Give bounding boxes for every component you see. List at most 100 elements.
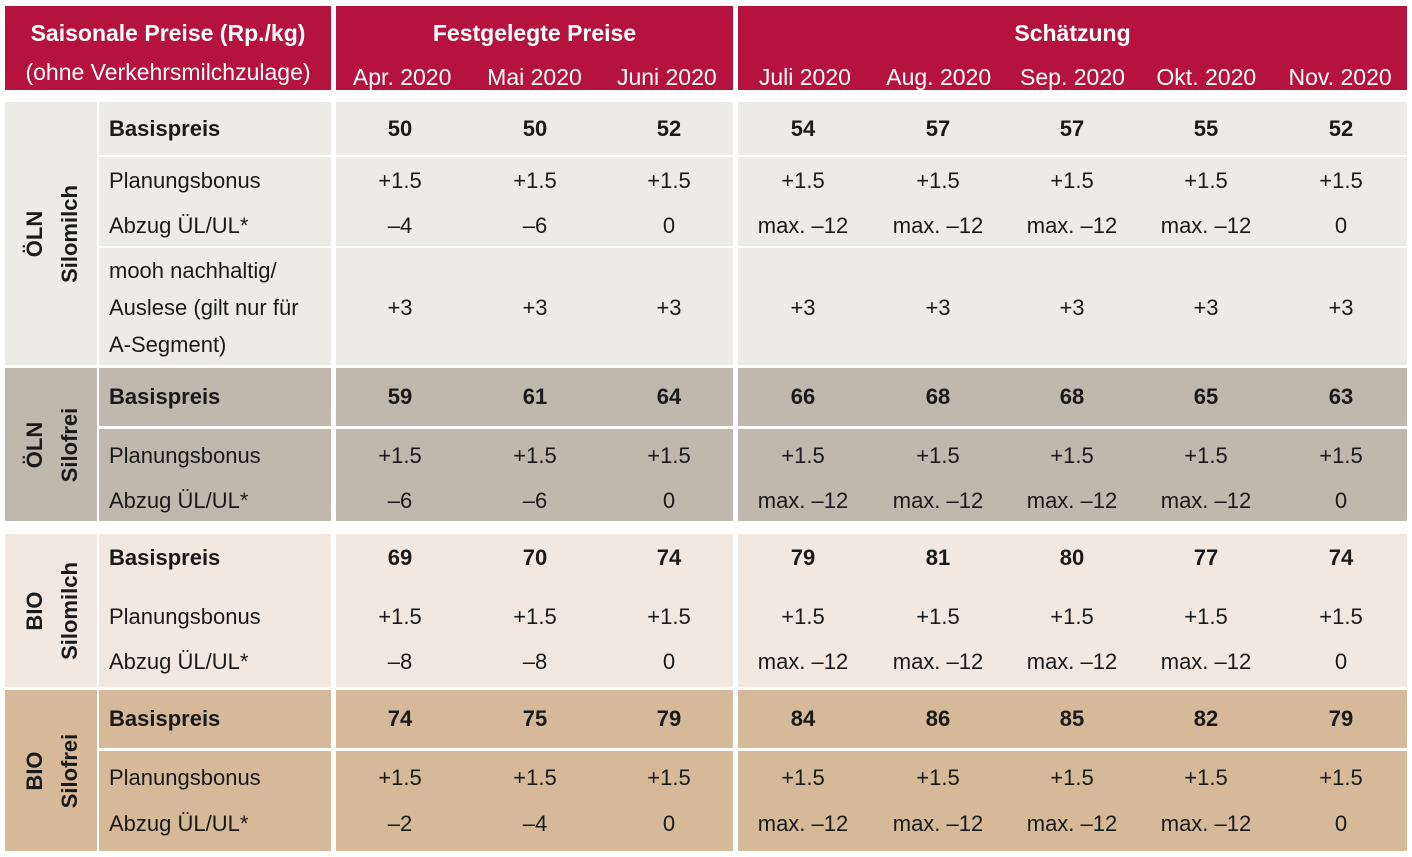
month-header: Apr. 2020: [352, 64, 452, 90]
price-value: +1.5: [1319, 443, 1363, 468]
price-value: max. –12: [1026, 488, 1118, 513]
row-fixed-cell: [336, 429, 733, 521]
section-label-secondary: Silofrei: [57, 407, 82, 482]
price-value: 75: [522, 706, 548, 731]
price-value: +1.5: [647, 443, 691, 468]
price-value: 0: [1334, 488, 1348, 513]
row-label-cell: [99, 429, 331, 521]
price-value: 70: [522, 545, 548, 570]
row-label: Planungsbonus: [109, 604, 261, 629]
row-label-cell: [99, 157, 331, 246]
price-value: +1.5: [378, 604, 422, 629]
months-estimate: Juli 2020 Aug. 2020 Sep. 2020 Okt. 2020 …: [738, 64, 1407, 91]
price-value: +3: [1193, 295, 1219, 320]
price-value: 65: [1193, 384, 1219, 409]
price-value: 50: [387, 116, 413, 141]
price-value: –4: [522, 811, 548, 836]
price-value: 57: [925, 116, 951, 141]
row-estimate-cell: [738, 534, 1407, 687]
price-value: 59: [387, 384, 413, 409]
header-title-line2: (ohne Verkehrsmilchzulage): [25, 59, 311, 85]
price-value: +1.5: [781, 604, 825, 629]
price-value: 64: [656, 384, 682, 409]
row-label: Abzug ÜL/UL*: [109, 488, 249, 513]
header-title-line1: Saisonale Preise (Rp./kg): [30, 20, 306, 46]
row-estimate-cell: [738, 751, 1407, 851]
price-value: +1.5: [378, 168, 422, 193]
price-value: 74: [1328, 545, 1354, 570]
price-value: +3: [656, 295, 682, 320]
row-label: Abzug ÜL/UL*: [109, 811, 249, 836]
price-value: 61: [522, 384, 548, 409]
row-estimate-cell: [738, 157, 1407, 246]
price-value: +3: [790, 295, 816, 320]
price-value: +1.5: [513, 168, 557, 193]
price-value: –2: [387, 811, 413, 836]
price-value: max. –12: [757, 488, 849, 513]
price-value: max. –12: [1160, 811, 1252, 836]
row-fixed-cell: [336, 368, 733, 426]
price-value: +1.5: [781, 168, 825, 193]
price-value: 0: [662, 488, 676, 513]
months-fixed: Apr. 2020 Mai 2020 Juni 2020: [336, 64, 733, 91]
price-value: –6: [522, 213, 548, 238]
month-header: Sep. 2020: [1020, 64, 1125, 90]
price-value: max. –12: [892, 213, 984, 238]
price-value: max. –12: [1026, 649, 1118, 674]
price-value: max. –12: [1160, 649, 1252, 674]
price-value: +1.5: [916, 604, 960, 629]
price-value: 74: [656, 545, 682, 570]
row-estimate-cell: [738, 429, 1407, 521]
price-value: 0: [1334, 649, 1348, 674]
price-value: +3: [1059, 295, 1085, 320]
price-value: 57: [1059, 116, 1085, 141]
row-estimate-cell: [738, 248, 1407, 365]
row-label-cell: [99, 751, 331, 851]
group-fixed-title: Festgelegte Preise: [432, 20, 637, 46]
section-label-primary: BIO: [22, 590, 47, 631]
price-value: 52: [1328, 116, 1354, 141]
row-label-cell: [99, 690, 331, 748]
month-header: Nov. 2020: [1288, 64, 1392, 90]
price-value: 79: [1328, 706, 1354, 731]
month-header: Juli 2020: [758, 64, 851, 90]
row-estimate-cell: [738, 690, 1407, 748]
price-value: –6: [522, 488, 548, 513]
price-value: +1.5: [1184, 765, 1228, 790]
price-value: 79: [790, 545, 816, 570]
row-label: Abzug ÜL/UL*: [109, 649, 249, 674]
price-value: max. –12: [892, 811, 984, 836]
price-value: 82: [1193, 706, 1219, 731]
price-value: +1.5: [781, 765, 825, 790]
price-value: 68: [925, 384, 951, 409]
price-value: 79: [656, 706, 682, 731]
group-estimate-title: Schätzung: [1014, 20, 1131, 46]
row-label-cell: [99, 534, 331, 687]
price-value: 68: [1059, 384, 1085, 409]
row-label-basispreis: Basispreis: [109, 116, 221, 141]
price-value: max. –12: [757, 811, 849, 836]
price-value: 54: [790, 116, 816, 141]
price-value: –4: [387, 213, 413, 238]
price-value: +1.5: [1050, 604, 1094, 629]
price-value: 77: [1193, 545, 1219, 570]
section-label-secondary: Silomilch: [57, 561, 82, 660]
row-label-line: A-Segment): [109, 332, 227, 357]
row-estimate-cell: [738, 368, 1407, 426]
price-value: +1.5: [1319, 168, 1363, 193]
price-value: 63: [1328, 384, 1354, 409]
price-value: –8: [387, 649, 413, 674]
row-label: Planungsbonus: [109, 443, 261, 468]
price-value: +1.5: [781, 443, 825, 468]
price-value: 52: [656, 116, 682, 141]
price-value: 0: [662, 213, 676, 238]
section-label-cell: [5, 534, 97, 687]
price-value: +3: [1328, 295, 1354, 320]
price-value: 0: [1334, 213, 1348, 238]
price-value: +1.5: [1050, 443, 1094, 468]
row-fixed-cell: [336, 157, 733, 246]
price-value: +1.5: [1319, 604, 1363, 629]
price-value: +3: [925, 295, 951, 320]
row-fixed-cell: [336, 534, 733, 687]
price-value: +1.5: [513, 443, 557, 468]
